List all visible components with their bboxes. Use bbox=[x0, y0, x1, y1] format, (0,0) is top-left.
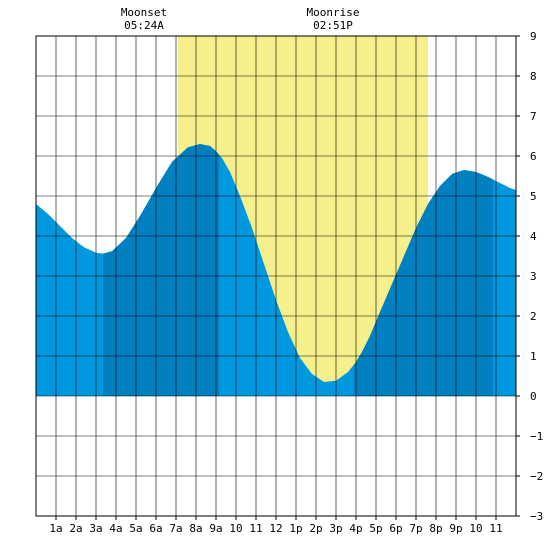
y-tick-label: 9 bbox=[530, 30, 537, 43]
x-tick-label: 1p bbox=[289, 522, 302, 535]
y-tick-label: −2 bbox=[530, 470, 543, 483]
x-tick-label: 11 bbox=[249, 522, 262, 535]
moonset-label: Moonset bbox=[121, 6, 167, 19]
x-tick-label: 9a bbox=[209, 522, 222, 535]
x-tick-label: 3a bbox=[89, 522, 102, 535]
x-tick-label: 5a bbox=[129, 522, 142, 535]
moonrise-time: 02:51P bbox=[313, 19, 353, 32]
x-tick-label: 10 bbox=[469, 522, 482, 535]
x-tick-label: 8p bbox=[429, 522, 442, 535]
x-tick-label: 1a bbox=[49, 522, 62, 535]
x-tick-label: 11 bbox=[489, 522, 502, 535]
moonset-time: 05:24A bbox=[124, 19, 164, 32]
x-tick-label: 2a bbox=[69, 522, 82, 535]
y-axis-ticks: 9 8 7 6 5 4 3 2 1 0 −1 −2 −3 bbox=[516, 30, 543, 523]
x-tick-label: 7a bbox=[169, 522, 182, 535]
x-tick-label: 3p bbox=[329, 522, 342, 535]
chart-grid bbox=[35, 35, 517, 517]
y-tick-label: 6 bbox=[530, 150, 537, 163]
x-axis-ticks: 1a 2a 3a 4a 5a 6a 7a 8a 9a 10 11 12 1p 2p 3p 4p 5p 6p 7p 8p… bbox=[49, 516, 503, 535]
x-tick-label: 4p bbox=[349, 522, 362, 535]
x-tick-label: 8a bbox=[189, 522, 202, 535]
y-tick-label: 3 bbox=[530, 270, 537, 283]
x-tick-label: 5p bbox=[369, 522, 382, 535]
y-tick-label: 7 bbox=[530, 110, 537, 123]
moon-labels: Moonset 05:24A Moonrise 02:51P bbox=[121, 6, 360, 32]
y-tick-label: 5 bbox=[530, 190, 537, 203]
x-tick-label: 4a bbox=[109, 522, 122, 535]
y-tick-label: 0 bbox=[530, 390, 537, 403]
x-tick-label: 10 bbox=[229, 522, 242, 535]
x-tick-label: 2p bbox=[309, 522, 322, 535]
y-tick-label: −1 bbox=[530, 430, 543, 443]
x-tick-label: 6p bbox=[389, 522, 402, 535]
y-tick-label: 4 bbox=[530, 230, 537, 243]
y-tick-label: 8 bbox=[530, 70, 537, 83]
x-tick-label: 12 bbox=[269, 522, 282, 535]
y-tick-label: 2 bbox=[530, 310, 537, 323]
y-tick-label: −3 bbox=[530, 510, 543, 523]
moonrise-label: Moonrise bbox=[307, 6, 360, 19]
x-tick-label: 6a bbox=[149, 522, 162, 535]
x-tick-label: 7p bbox=[409, 522, 422, 535]
x-tick-label: 9p bbox=[449, 522, 462, 535]
y-tick-label: 1 bbox=[530, 350, 537, 363]
